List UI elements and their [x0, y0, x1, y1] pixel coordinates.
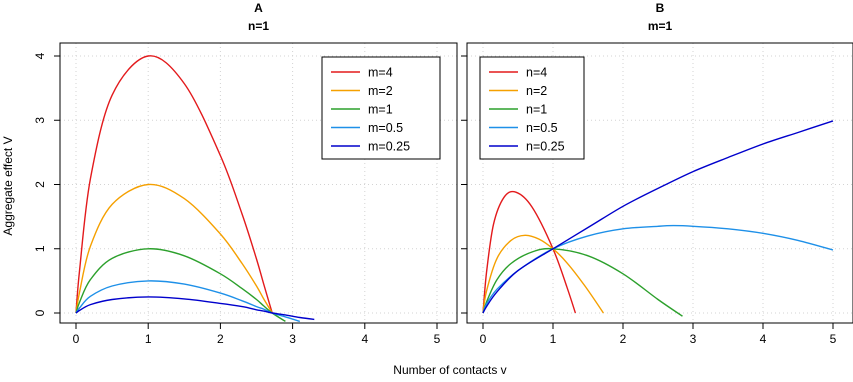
x-tick-label: 5: [830, 332, 837, 346]
y-tick-label: 0: [33, 309, 47, 316]
legend: m=4 m=2 m=1 m=0.5 m=0.25: [321, 56, 441, 160]
x-tick-label: 2: [217, 332, 224, 346]
panel-b: Bm=1 0 1 2 3 4 5 n=4 n=2 n=1 n=0.5 n=0.25: [461, 1, 853, 346]
y-tick-label: 1: [33, 245, 47, 252]
y-axis-title: Aggregate effect V: [1, 136, 15, 235]
panel-title: B: [656, 1, 665, 15]
panel-a: An=1 0 1 2 3 4 5 0 1 2 3 4 m=4 m=2 m=1 m=0.5 m=0.25: [33, 1, 458, 346]
legend-label: n=2: [526, 84, 547, 98]
legend-label: m=0.5: [368, 121, 403, 135]
x-tick-label: 0: [480, 332, 487, 346]
series-line-m-0-5: [75, 280, 301, 323]
x-tick-label: 4: [361, 332, 368, 346]
legend: n=4 n=2 n=1 n=0.5 n=0.25: [479, 56, 585, 160]
x-tick-label: 1: [550, 332, 557, 346]
series-line-m-1: [75, 248, 286, 322]
legend-label: n=0.5: [526, 121, 558, 135]
y-tick-label: 2: [33, 181, 47, 188]
x-tick-label: 5: [434, 332, 441, 346]
legend-label: m=2: [368, 84, 393, 98]
series-line-m-2: [75, 183, 273, 314]
series-line-n-4: [482, 190, 577, 314]
legend-label: n=4: [526, 66, 547, 80]
series-line-m-0-25: [75, 296, 315, 321]
legend-box: [479, 56, 585, 160]
panel-subtitle: n=1: [248, 19, 269, 33]
panel-subtitle: m=1: [648, 19, 673, 33]
legend-box: [321, 56, 441, 160]
legend-label: n=0.25: [526, 140, 565, 154]
legend-label: n=1: [526, 103, 547, 117]
legend-label: m=0.25: [368, 140, 410, 154]
x-tick-label: 4: [760, 332, 767, 346]
series-line-n-0-25: [482, 120, 834, 314]
y-tick-label: 3: [33, 117, 47, 124]
y-tick-label: 4: [33, 52, 47, 59]
series-line-n-0-5: [482, 224, 834, 314]
x-tick-label: 0: [73, 332, 80, 346]
x-tick-label: 2: [620, 332, 627, 346]
x-tick-label: 3: [289, 332, 296, 346]
panel-title: A: [254, 1, 263, 15]
series-line-n-2: [482, 234, 604, 314]
series-line-m-4: [75, 55, 273, 314]
series-line-n-1: [482, 247, 683, 317]
x-axis-title: Number of contacts v: [393, 363, 506, 377]
x-tick-label: 1: [145, 332, 152, 346]
legend-label: m=4: [368, 66, 393, 80]
x-tick-label: 3: [690, 332, 697, 346]
legend-label: m=1: [368, 103, 393, 117]
